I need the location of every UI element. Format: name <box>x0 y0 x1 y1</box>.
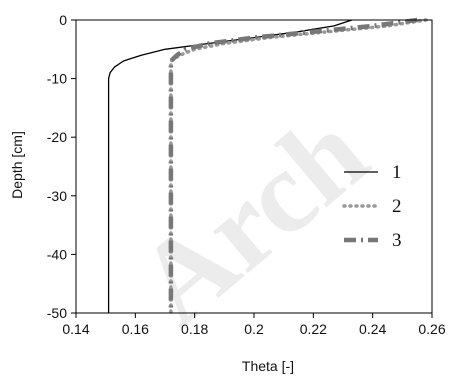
y-axis-ticks: 0 -10 -20 -30 -40 -50 <box>47 12 76 321</box>
x-axis-title: Theta [-] <box>242 358 294 374</box>
watermark-text: Arch <box>113 87 391 350</box>
y-tick-label: -30 <box>47 188 67 204</box>
x-tick-label: 0.16 <box>122 321 149 337</box>
y-tick-label: -10 <box>47 71 67 87</box>
series-1-line <box>107 19 353 313</box>
series-3-line <box>168 17 418 313</box>
y-tick-label: -20 <box>47 129 67 145</box>
x-tick-label: 0.2 <box>244 321 264 337</box>
legend-label-1: 1 <box>392 162 402 183</box>
x-tick-label: 0.24 <box>359 321 386 337</box>
x-tick-label: 0.18 <box>181 321 208 337</box>
y-tick-label: -40 <box>47 246 67 262</box>
y-axis-title: Depth [cm] <box>9 131 25 199</box>
legend: 1 2 3 <box>342 162 402 251</box>
x-axis-ticks: 0.14 0.16 0.18 0.2 0.22 0.24 0.26 <box>62 313 446 337</box>
legend-label-2: 2 <box>392 196 402 217</box>
x-tick-label: 0.14 <box>62 321 89 337</box>
legend-label-3: 3 <box>392 230 402 251</box>
y-tick-label: 0 <box>59 12 67 28</box>
x-tick-label: 0.26 <box>418 321 445 337</box>
x-tick-label: 0.22 <box>300 321 327 337</box>
y-tick-label: -50 <box>47 305 67 321</box>
